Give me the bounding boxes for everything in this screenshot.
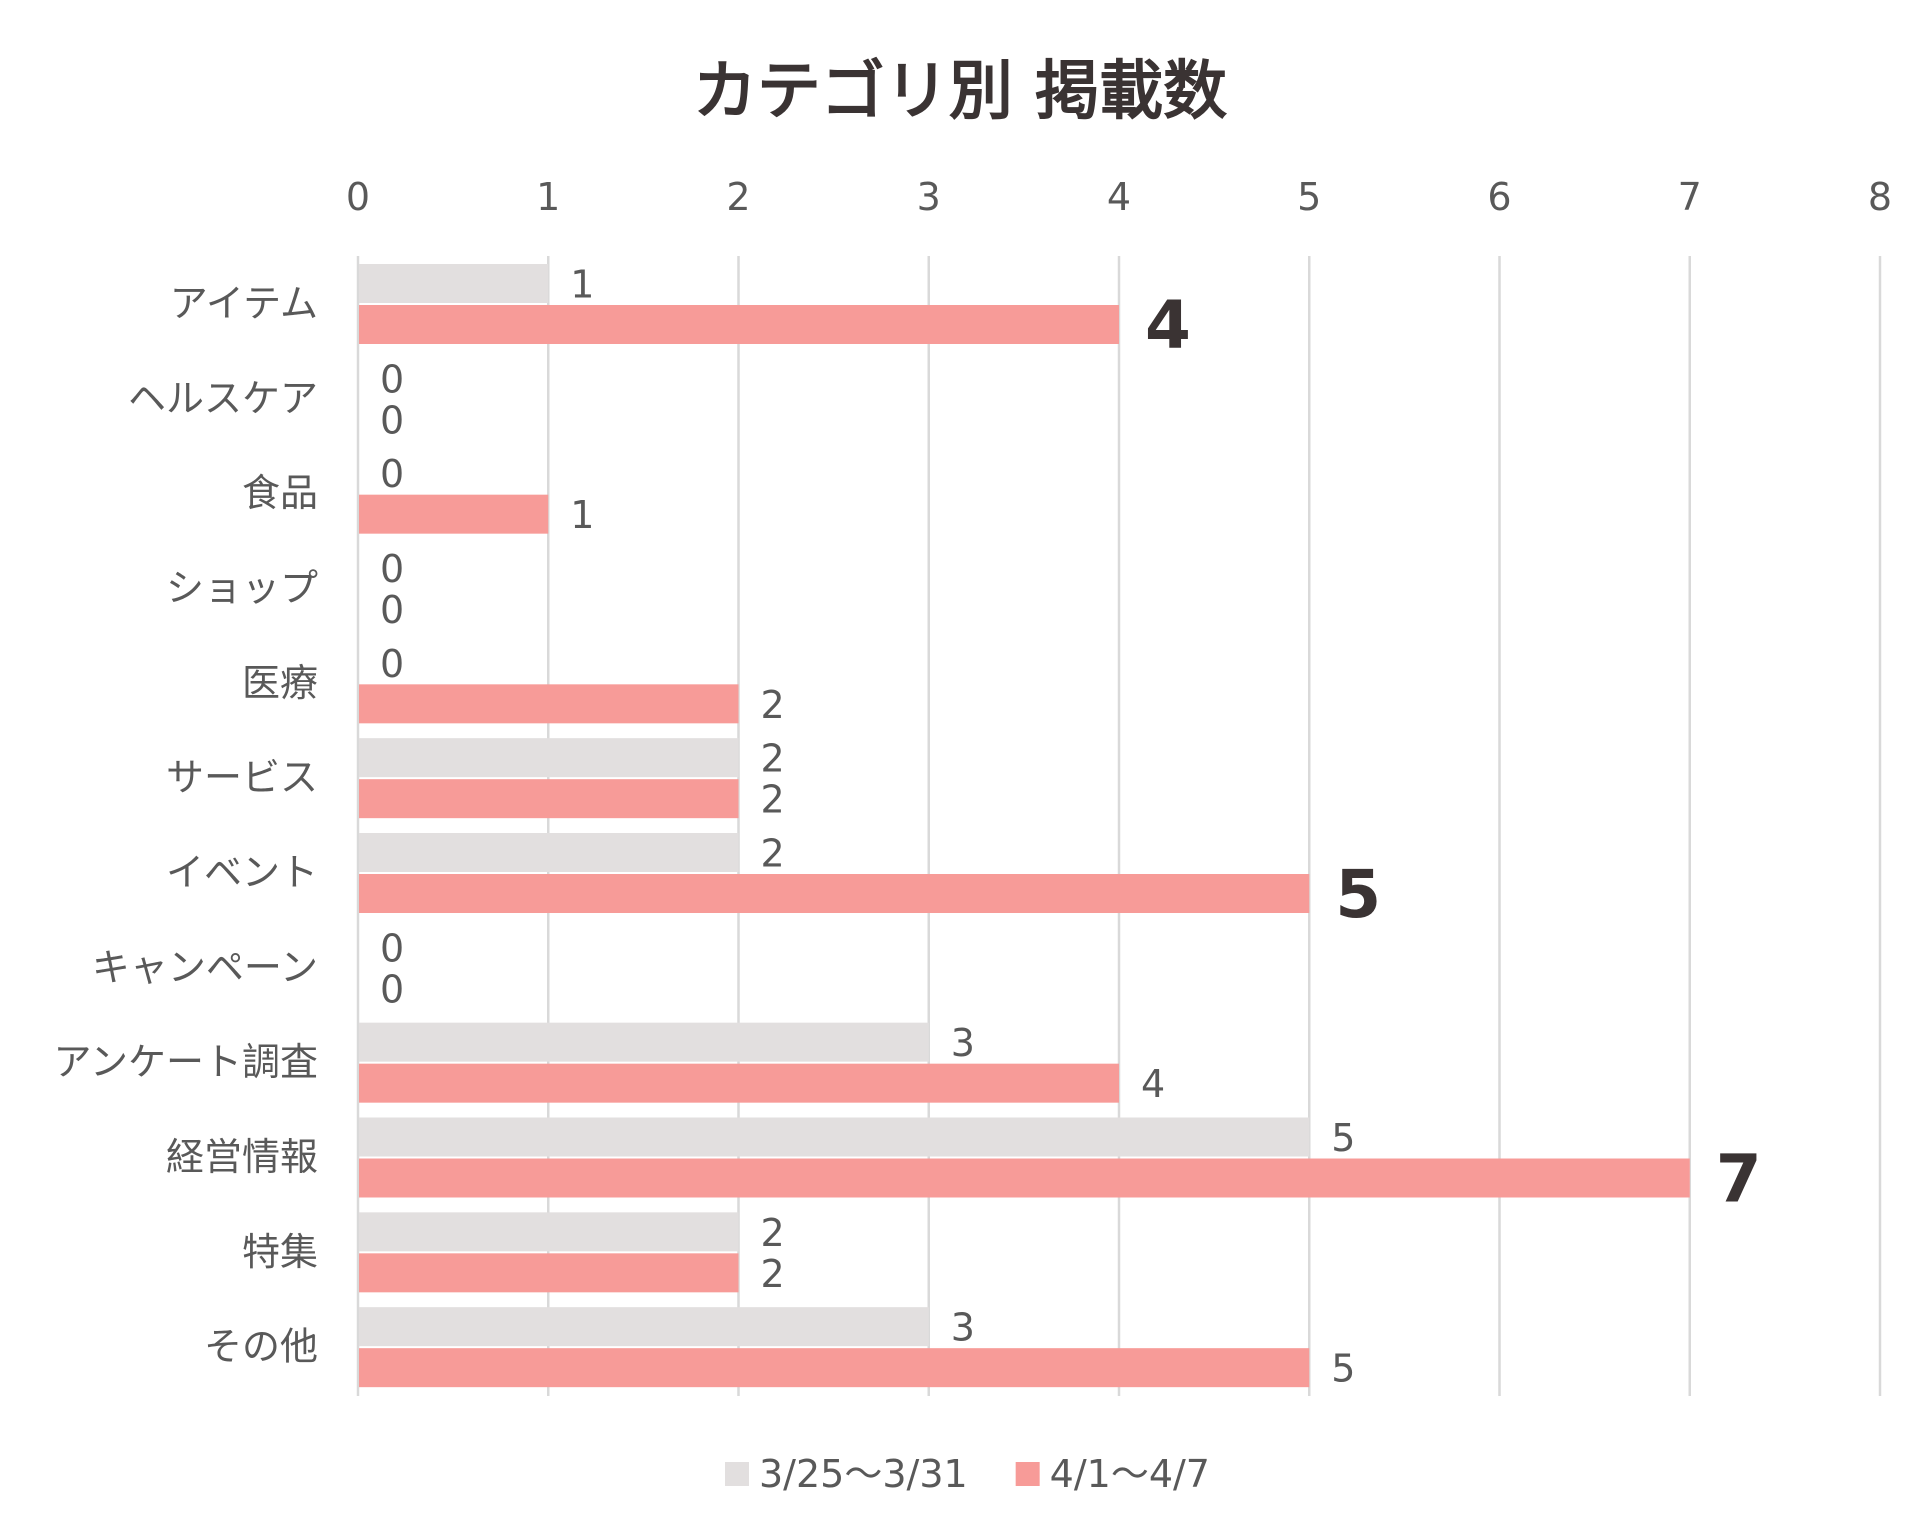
data-label: 2	[761, 1252, 785, 1296]
bar-this-week	[359, 1253, 739, 1293]
y-category-label: その他	[204, 1325, 318, 1369]
bar-prev-week	[359, 1212, 739, 1252]
data-label: 4	[1145, 287, 1191, 364]
x-tick-label: 7	[1678, 175, 1702, 219]
data-label: 5	[1331, 1347, 1355, 1391]
bar-this-week	[359, 494, 549, 534]
bar-prev-week	[359, 738, 739, 778]
x-tick-label: 1	[536, 175, 560, 219]
y-category-label: ショップ	[166, 566, 318, 610]
data-label: 7	[1716, 1141, 1762, 1218]
data-label: 0	[380, 357, 404, 401]
bar-this-week	[359, 1348, 1310, 1388]
data-label: 2	[761, 683, 785, 727]
x-tick-label: 3	[917, 175, 941, 219]
data-label: 2	[761, 1211, 785, 1255]
y-category-label: 食品	[242, 471, 318, 515]
data-label: 1	[570, 263, 594, 307]
bar-this-week	[359, 684, 739, 724]
y-category-label: サービス	[166, 756, 318, 800]
bar-this-week	[359, 779, 739, 819]
data-label: 0	[380, 642, 404, 686]
chart-title: カテゴリ別 掲載数	[692, 55, 1228, 129]
x-tick-label: 4	[1107, 175, 1131, 219]
bar-prev-week	[359, 833, 739, 872]
data-label: 5	[1331, 1116, 1355, 1160]
data-label: 2	[761, 832, 785, 876]
bar-this-week	[359, 874, 1310, 913]
bar-this-week	[359, 1063, 1119, 1103]
y-category-label: 経営情報	[166, 1135, 318, 1179]
x-tick-label: 8	[1868, 175, 1892, 219]
data-label: 0	[380, 926, 404, 970]
legend-label: 4/1〜4/7	[1050, 1452, 1210, 1496]
bar-this-week	[359, 1158, 1690, 1198]
data-label: 0	[380, 398, 404, 442]
legend-label: 3/25〜3/31	[759, 1452, 968, 1496]
data-label: 3	[951, 1021, 975, 1065]
x-tick-label: 5	[1297, 175, 1321, 219]
y-category-label: アンケート調査	[54, 1040, 318, 1084]
data-label: 1	[570, 493, 594, 537]
data-label: 5	[1335, 856, 1381, 933]
bar-prev-week	[359, 264, 549, 303]
legend-swatch	[1015, 1462, 1040, 1486]
data-label: 3	[951, 1306, 975, 1350]
bar-this-week	[359, 305, 1119, 344]
data-label: 0	[380, 967, 404, 1011]
data-label: 0	[380, 547, 404, 591]
data-label: 2	[761, 737, 785, 781]
bar-prev-week	[359, 1022, 929, 1062]
y-category-label: キャンペーン	[92, 945, 318, 989]
x-tick-label: 0	[346, 175, 370, 219]
x-tick-label: 6	[1487, 175, 1511, 219]
bar-prev-week	[359, 1117, 1310, 1157]
y-category-label: 特集	[242, 1230, 318, 1274]
y-category-label: 医療	[242, 661, 318, 705]
y-category-label: ヘルスケア	[128, 376, 318, 420]
y-category-label: アイテム	[170, 281, 318, 325]
legend-swatch	[725, 1462, 749, 1486]
data-label: 4	[1141, 1062, 1165, 1106]
y-category-label: イベント	[166, 850, 318, 894]
bar-prev-week	[359, 1307, 929, 1347]
data-label: 0	[380, 452, 404, 496]
data-label: 0	[380, 588, 404, 632]
data-label: 2	[761, 778, 785, 822]
x-tick-label: 2	[726, 175, 750, 219]
